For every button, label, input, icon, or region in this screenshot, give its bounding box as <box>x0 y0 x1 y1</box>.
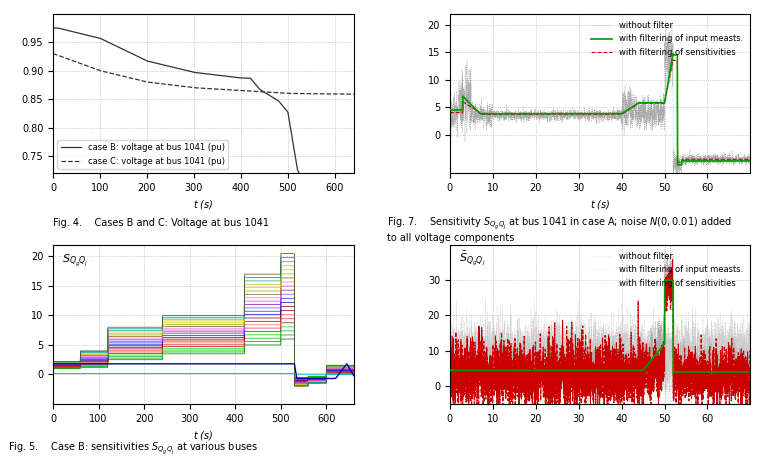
Text: Fig. 4.    Cases B and C: Voltage at bus 1041: Fig. 4. Cases B and C: Voltage at bus 10… <box>53 218 269 228</box>
X-axis label: $t$ (s): $t$ (s) <box>193 198 214 211</box>
Legend: case B: voltage at bus 1041 (pu), case C: voltage at bus 1041 (pu): case B: voltage at bus 1041 (pu), case C… <box>57 140 228 169</box>
X-axis label: $t$ (s): $t$ (s) <box>193 429 214 442</box>
Text: Fig. 5.    Case B: sensitivities $S_{Q_g Q_j}$ at various buses: Fig. 5. Case B: sensitivities $S_{Q_g Q_… <box>8 441 258 457</box>
Legend: without filter, with filtering of input measts., with filtering of sensitivities: without filter, with filtering of input … <box>588 249 747 291</box>
Text: $S_{Q_g Q_j}$: $S_{Q_g Q_j}$ <box>62 252 89 269</box>
Text: $\bar{S}_{Q_g Q_j}$: $\bar{S}_{Q_g Q_j}$ <box>459 249 485 268</box>
X-axis label: $t$ (s): $t$ (s) <box>590 198 610 211</box>
Legend: without filter, with filtering of input measts., with filtering of sensitivities: without filter, with filtering of input … <box>588 18 747 60</box>
Text: Fig. 7.    Sensitivity $S_{Q_g Q_j}$ at bus 1041 in case A; noise $N(0, 0.01)$ a: Fig. 7. Sensitivity $S_{Q_g Q_j}$ at bus… <box>387 216 731 243</box>
